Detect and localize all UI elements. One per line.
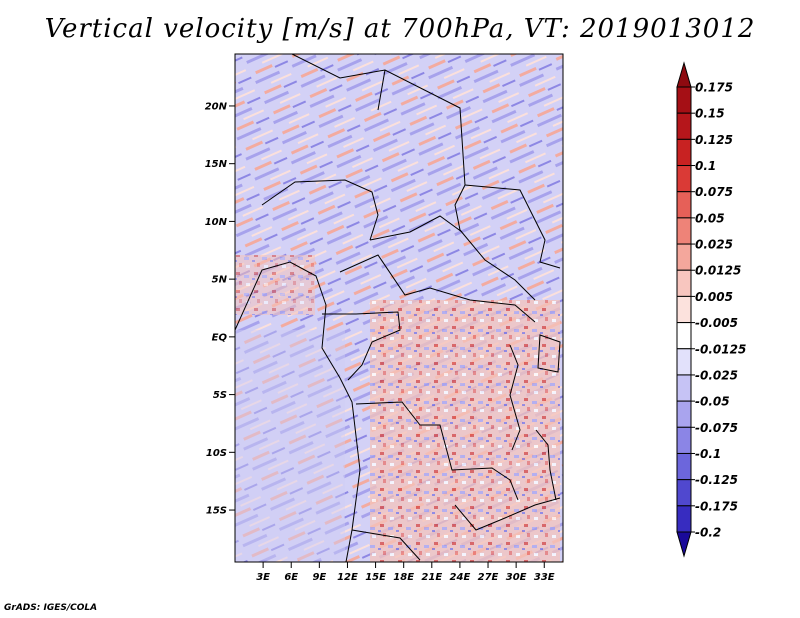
colorbar-label: -0.075 xyxy=(695,421,738,435)
colorbar-swatch xyxy=(676,479,692,507)
lat-tick-label: 10S xyxy=(206,448,227,459)
colorbar-swatch xyxy=(676,322,692,350)
colorbar-swatch xyxy=(676,191,692,219)
colorbar-label: 0.05 xyxy=(695,211,725,225)
longitude-axis: 3E 6E 9E 12E 15E 18E 21E 24E 27E 30E 33E xyxy=(256,562,555,583)
lon-tick-label: 33E xyxy=(534,572,555,583)
colorbar-label: -0.2 xyxy=(695,526,721,540)
colorbar-label: -0.175 xyxy=(695,499,738,513)
colorbar-label: 0.0125 xyxy=(695,264,741,278)
colorbar-swatch xyxy=(676,217,692,245)
lat-tick-label: 10N xyxy=(205,217,228,228)
colorbar-label: 0.175 xyxy=(695,81,733,95)
lon-tick-label: 30E xyxy=(506,572,527,583)
grads-credit: GrADS: IGES/COLA xyxy=(4,603,98,613)
country-borders xyxy=(235,54,561,562)
lat-tick-label: EQ xyxy=(212,332,228,343)
colorbar-label: -0.05 xyxy=(695,395,730,409)
latitude-axis: 20N 15N 10N 5N EQ 5S 10S 15S xyxy=(205,101,235,517)
colorbar-label: -0.1 xyxy=(695,447,721,461)
colorbar-swatch xyxy=(676,348,692,376)
colorbar-label: 0.125 xyxy=(695,133,733,147)
lat-tick-label: 20N xyxy=(205,101,228,112)
lat-tick-label: 15N xyxy=(205,159,228,170)
lat-tick-label: 5N xyxy=(212,275,228,286)
colorbar-label: 0.005 xyxy=(695,290,733,304)
colorbar-swatch xyxy=(676,269,692,297)
colorbar-label: 0.15 xyxy=(695,107,725,121)
colorbar-swatch xyxy=(676,295,692,324)
colorbar-swatch xyxy=(676,452,692,481)
colorbar-label: 0.1 xyxy=(695,159,716,173)
lon-tick-label: 9E xyxy=(312,572,326,583)
colorbar-label: 0.025 xyxy=(695,238,733,252)
map-frame xyxy=(234,53,564,563)
lon-tick-label: 6E xyxy=(284,572,298,583)
colorbar-label: -0.125 xyxy=(695,473,738,487)
colorbar-label: -0.025 xyxy=(695,368,738,382)
colorbar-swatch xyxy=(676,138,692,167)
colorbar-label: -0.005 xyxy=(695,316,738,330)
lon-tick-label: 21E xyxy=(421,572,442,583)
lon-tick-label: 12E xyxy=(337,572,358,583)
lon-tick-label: 27E xyxy=(478,572,499,583)
colorbar-swatch xyxy=(676,400,692,428)
colorbar-swatch xyxy=(676,374,692,402)
colorbar-label: 0.075 xyxy=(695,185,733,199)
colorbar-swatch xyxy=(676,243,692,271)
colorbar-swatch xyxy=(676,165,692,193)
colorbar-swatch xyxy=(676,426,692,454)
lon-tick-label: 3E xyxy=(256,572,270,583)
lat-tick-label: 5S xyxy=(213,390,227,401)
colorbar-min-arrow xyxy=(676,531,692,558)
map-title: Vertical velocity [m/s] at 700hPa, VT: 2… xyxy=(44,14,756,44)
colorbar-legend: 0.175 0.15 0.125 0.1 0.075 0.05 0.025 0.0125 0.0… xyxy=(676,61,746,558)
colorbar-label: -0.0125 xyxy=(695,342,746,356)
colorbar-swatch xyxy=(676,86,692,114)
colorbar-swatch xyxy=(676,505,692,533)
colorbar-max-arrow xyxy=(676,61,692,88)
lon-tick-label: 15E xyxy=(365,572,386,583)
colorbar-swatch xyxy=(676,112,692,140)
lat-tick-label: 15S xyxy=(206,506,227,517)
lon-tick-label: 18E xyxy=(393,572,414,583)
velocity-field xyxy=(235,54,563,562)
lon-tick-label: 24E xyxy=(450,572,471,583)
